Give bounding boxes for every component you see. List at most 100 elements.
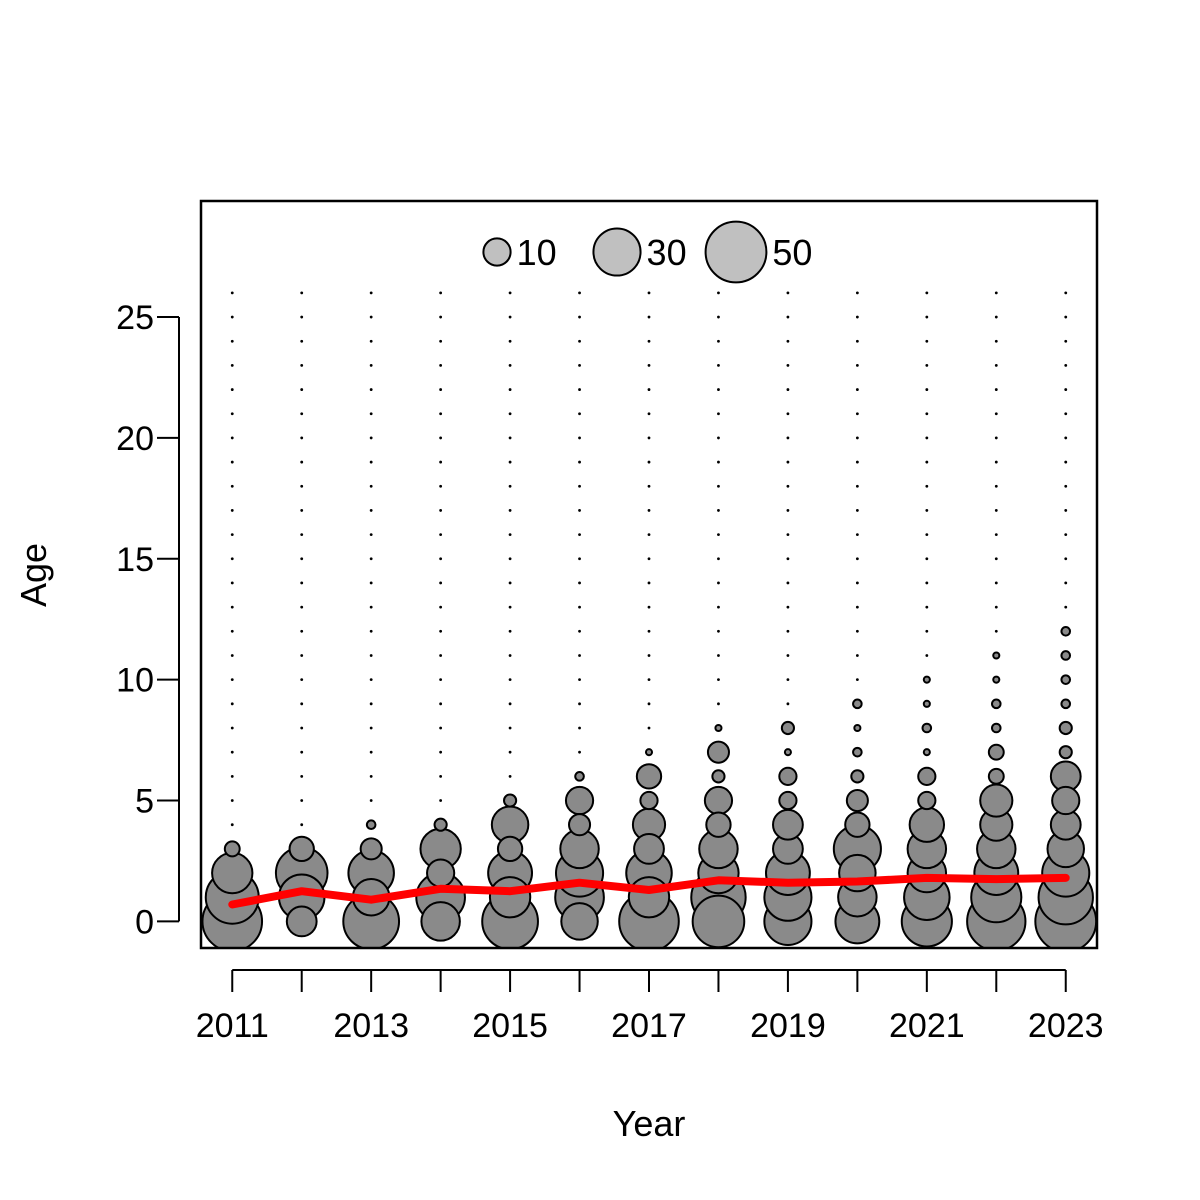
background-dot bbox=[578, 533, 581, 537]
x-tick-label: 2021 bbox=[889, 1007, 965, 1045]
background-dot bbox=[855, 460, 859, 464]
bubbles bbox=[201, 626, 1097, 948]
background-dot bbox=[786, 702, 790, 706]
mean-age-line-group bbox=[228, 873, 1070, 909]
background-dot bbox=[369, 363, 373, 367]
background-dot bbox=[786, 436, 790, 440]
background-dot bbox=[230, 702, 234, 706]
background-dot bbox=[508, 460, 512, 464]
bubble bbox=[1060, 698, 1072, 710]
background-dot bbox=[647, 315, 651, 319]
background-dot bbox=[1064, 291, 1068, 295]
background-dot bbox=[647, 388, 651, 391]
legend-label: 50 bbox=[772, 232, 812, 273]
background-dot bbox=[439, 629, 443, 633]
background-dot bbox=[925, 436, 929, 440]
background-dot bbox=[508, 726, 512, 730]
bubble bbox=[1058, 745, 1073, 760]
bubble bbox=[639, 790, 659, 811]
background-dot bbox=[439, 315, 443, 319]
background-dot bbox=[508, 388, 512, 391]
y-tick-label: 5 bbox=[135, 783, 154, 821]
background-dot bbox=[1064, 315, 1068, 319]
background-dot bbox=[647, 291, 651, 295]
background-dot bbox=[578, 509, 581, 512]
background-dot bbox=[439, 774, 443, 778]
background-dot bbox=[300, 726, 304, 730]
x-tick-label: 2017 bbox=[611, 1007, 687, 1045]
background-dot bbox=[230, 654, 234, 657]
background-dot bbox=[855, 484, 859, 488]
background-dot bbox=[230, 629, 234, 633]
bubble bbox=[990, 722, 1002, 734]
bubble bbox=[783, 748, 792, 757]
background-dot bbox=[647, 654, 651, 657]
background-dot bbox=[717, 702, 720, 706]
background-dot bbox=[300, 363, 304, 367]
background-dot bbox=[230, 388, 234, 391]
background-dot bbox=[578, 750, 581, 754]
background-dot bbox=[855, 678, 859, 682]
background-dot bbox=[578, 339, 581, 343]
y-tick-label: 10 bbox=[116, 662, 154, 700]
background-dot bbox=[230, 363, 234, 367]
bubble bbox=[503, 793, 518, 808]
background-dot bbox=[994, 412, 998, 416]
bubble bbox=[1051, 785, 1081, 816]
background-dot bbox=[439, 678, 443, 682]
background-dot bbox=[508, 654, 512, 657]
background-dot bbox=[300, 654, 304, 657]
bubble bbox=[1060, 674, 1072, 685]
y-axis-title: Age bbox=[13, 543, 54, 607]
background-dot bbox=[508, 363, 512, 367]
bubble bbox=[992, 675, 1001, 684]
bubble bbox=[772, 808, 804, 841]
y-tick-label: 15 bbox=[116, 541, 154, 579]
background-dot bbox=[786, 363, 790, 367]
background-dot bbox=[786, 629, 790, 633]
background-dot bbox=[369, 509, 373, 512]
bubble bbox=[488, 876, 532, 919]
bubble bbox=[780, 720, 795, 736]
bubble bbox=[359, 837, 383, 861]
background-dot bbox=[855, 339, 859, 343]
bubble bbox=[979, 783, 1014, 818]
background-dot bbox=[786, 460, 790, 464]
background-dot bbox=[994, 629, 998, 633]
x-tick-label: 2011 bbox=[196, 1007, 269, 1045]
bubble bbox=[420, 901, 461, 942]
background-dot bbox=[230, 436, 234, 440]
background-dot bbox=[786, 339, 790, 343]
x-tick-label: 2023 bbox=[1028, 1007, 1104, 1045]
background-dot bbox=[994, 557, 998, 561]
legend-label: 30 bbox=[647, 232, 687, 273]
background-dot bbox=[578, 702, 581, 706]
background-dot bbox=[925, 629, 929, 633]
background-dot bbox=[786, 678, 790, 682]
background-dot bbox=[369, 702, 373, 706]
background-dot bbox=[230, 484, 234, 488]
background-dot bbox=[439, 581, 443, 585]
background-dot bbox=[300, 605, 304, 609]
bubble bbox=[705, 811, 732, 838]
background-dot bbox=[230, 557, 234, 561]
background-dot bbox=[925, 581, 929, 585]
bubble bbox=[285, 905, 318, 938]
background-dot bbox=[300, 774, 304, 778]
x-tick-label: 2015 bbox=[472, 1007, 548, 1045]
background-dot bbox=[508, 557, 512, 561]
y-axis: 0 5 10 15 20 25 bbox=[116, 299, 180, 941]
bubble bbox=[778, 766, 798, 786]
background-dot bbox=[717, 654, 720, 657]
background-dot bbox=[786, 654, 790, 657]
background-dot bbox=[439, 702, 443, 706]
background-dot bbox=[578, 388, 581, 391]
background-dot bbox=[925, 509, 929, 512]
background-dot bbox=[578, 629, 581, 633]
background-dot bbox=[230, 533, 234, 537]
bubble bbox=[644, 748, 654, 757]
background-dot bbox=[508, 509, 512, 512]
background-dot bbox=[439, 460, 443, 464]
bubble bbox=[627, 876, 671, 919]
bubble bbox=[1058, 720, 1073, 736]
